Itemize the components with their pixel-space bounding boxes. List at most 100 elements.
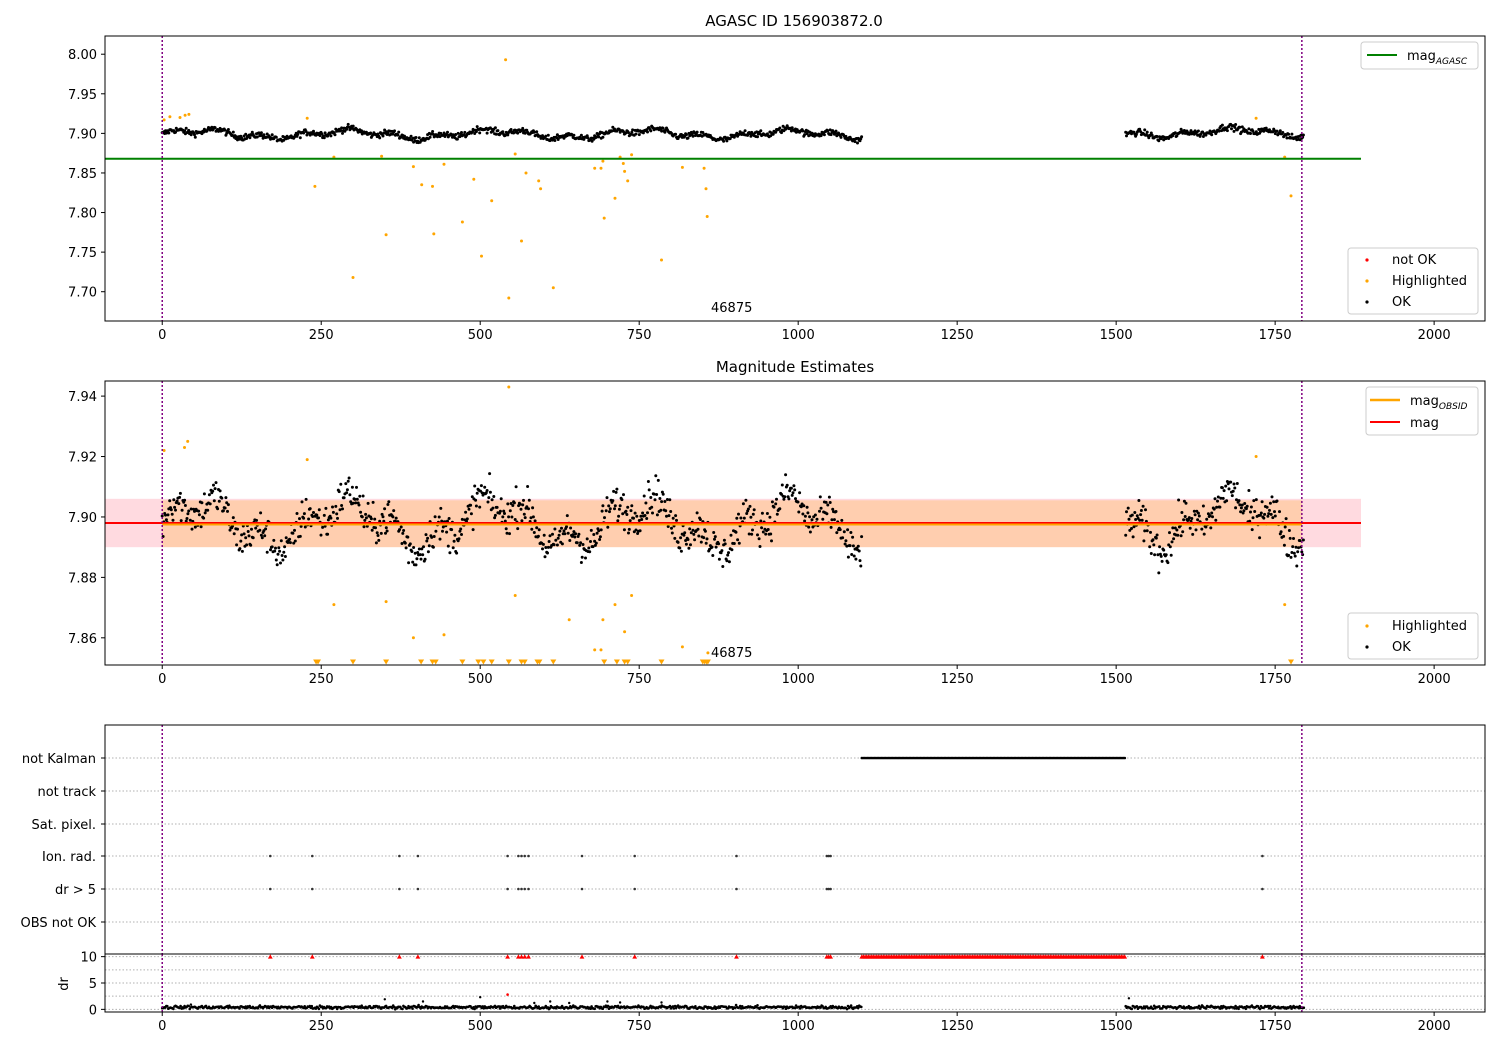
ok-point [723, 542, 727, 546]
ok-point [1196, 511, 1200, 515]
ok-point [693, 538, 697, 542]
ok-point [283, 545, 287, 549]
capped-marker [734, 954, 739, 959]
ok-point [527, 498, 531, 502]
ok-point [1209, 526, 1213, 530]
ok-point [704, 541, 708, 545]
x-tick-label: 2000 [1418, 1019, 1451, 1034]
ok-point [1160, 559, 1164, 563]
ok-point [834, 129, 838, 133]
ok-point [1190, 517, 1194, 520]
ok-point [562, 529, 566, 533]
ok-point [603, 516, 606, 520]
ok-point [1237, 499, 1241, 503]
ok-point [783, 495, 787, 499]
offscale-marker [480, 659, 487, 665]
ok-point [1192, 509, 1196, 513]
ok-point [413, 551, 417, 555]
ok-point [270, 545, 274, 549]
ok-point [520, 519, 524, 523]
ok-point [793, 488, 797, 492]
highlighted-point [705, 215, 709, 218]
ok-point [665, 498, 669, 501]
ok-point [458, 135, 462, 139]
ok-point [802, 504, 806, 508]
ok-point [503, 512, 506, 515]
ok-point [828, 501, 832, 504]
ok-point [661, 126, 665, 130]
ok-point [663, 500, 667, 503]
y-tick-label: Ion. rad. [42, 850, 96, 865]
highlighted-point [623, 630, 627, 634]
ok-point [736, 538, 740, 542]
y-tick-label: dr > 5 [55, 883, 96, 898]
ok-point [417, 547, 421, 551]
ok-point [212, 499, 216, 503]
ok-point [770, 500, 774, 504]
ok-point [184, 126, 188, 130]
capped-marker [267, 954, 273, 959]
ok-point [231, 130, 235, 134]
ok-point [483, 485, 487, 489]
ok-point [292, 541, 296, 545]
highlighted-point [599, 648, 603, 652]
ok-point [599, 528, 603, 532]
ok-point [722, 139, 726, 143]
ok-point [512, 501, 516, 505]
ok-point [255, 135, 259, 139]
ok-point [834, 510, 838, 513]
ok-point [272, 538, 276, 542]
highlighted-point [593, 166, 597, 170]
ok-point [1125, 134, 1128, 138]
highlighted-point [380, 154, 384, 158]
ok-point [641, 511, 645, 515]
svg-text:Highlighted: Highlighted [1392, 274, 1467, 289]
ok-point [592, 533, 596, 536]
ok-point [346, 479, 350, 483]
flag-point [311, 854, 314, 858]
offscale-marker [350, 659, 356, 665]
ok-point [1131, 535, 1135, 539]
ok-point [428, 135, 432, 139]
ok-point [1205, 517, 1209, 521]
ok-point [1272, 500, 1276, 504]
ok-point [303, 525, 307, 529]
x-tick-label: 1500 [1100, 328, 1133, 343]
ok-point [279, 539, 283, 543]
ok-point [401, 1007, 404, 1011]
ok-point [627, 527, 631, 531]
ok-point [259, 511, 263, 515]
ok-point [240, 549, 244, 553]
ok-point [839, 135, 843, 139]
ok-point [433, 515, 437, 519]
ok-point [725, 139, 729, 143]
ok-point [703, 529, 707, 533]
ok-point [829, 525, 833, 529]
capped-marker [516, 954, 521, 959]
ok-point [384, 526, 388, 530]
capped-marker [526, 954, 531, 959]
ok-point [452, 539, 456, 543]
ok-point [302, 131, 306, 135]
ok-point [853, 140, 857, 144]
ok-point [593, 1007, 596, 1011]
y-tick-label: 7.90 [68, 511, 97, 526]
ok-point [1285, 136, 1289, 140]
ok-point [1169, 553, 1173, 557]
ok-point [684, 542, 688, 546]
ok-point [1141, 504, 1145, 508]
ok-point [749, 515, 753, 519]
ok-point [288, 537, 292, 541]
ok-point [1250, 528, 1254, 532]
ok-point [774, 130, 778, 134]
ok-point [496, 129, 500, 133]
ok-point [605, 496, 609, 500]
ok-point [818, 495, 822, 499]
ok-point [606, 525, 610, 529]
flag-point [520, 854, 523, 858]
ok-point [568, 539, 572, 542]
ok-point [440, 519, 444, 523]
ok-point [217, 499, 221, 503]
ok-point [1152, 1004, 1156, 1008]
ok-point [787, 497, 791, 501]
